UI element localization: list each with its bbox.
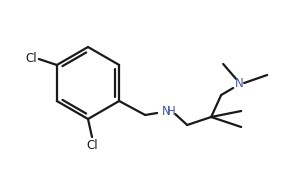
Text: Cl: Cl <box>86 139 98 152</box>
Text: N: N <box>162 104 171 117</box>
Text: Cl: Cl <box>25 51 37 65</box>
Text: N: N <box>235 76 244 89</box>
Text: H: H <box>167 104 176 117</box>
